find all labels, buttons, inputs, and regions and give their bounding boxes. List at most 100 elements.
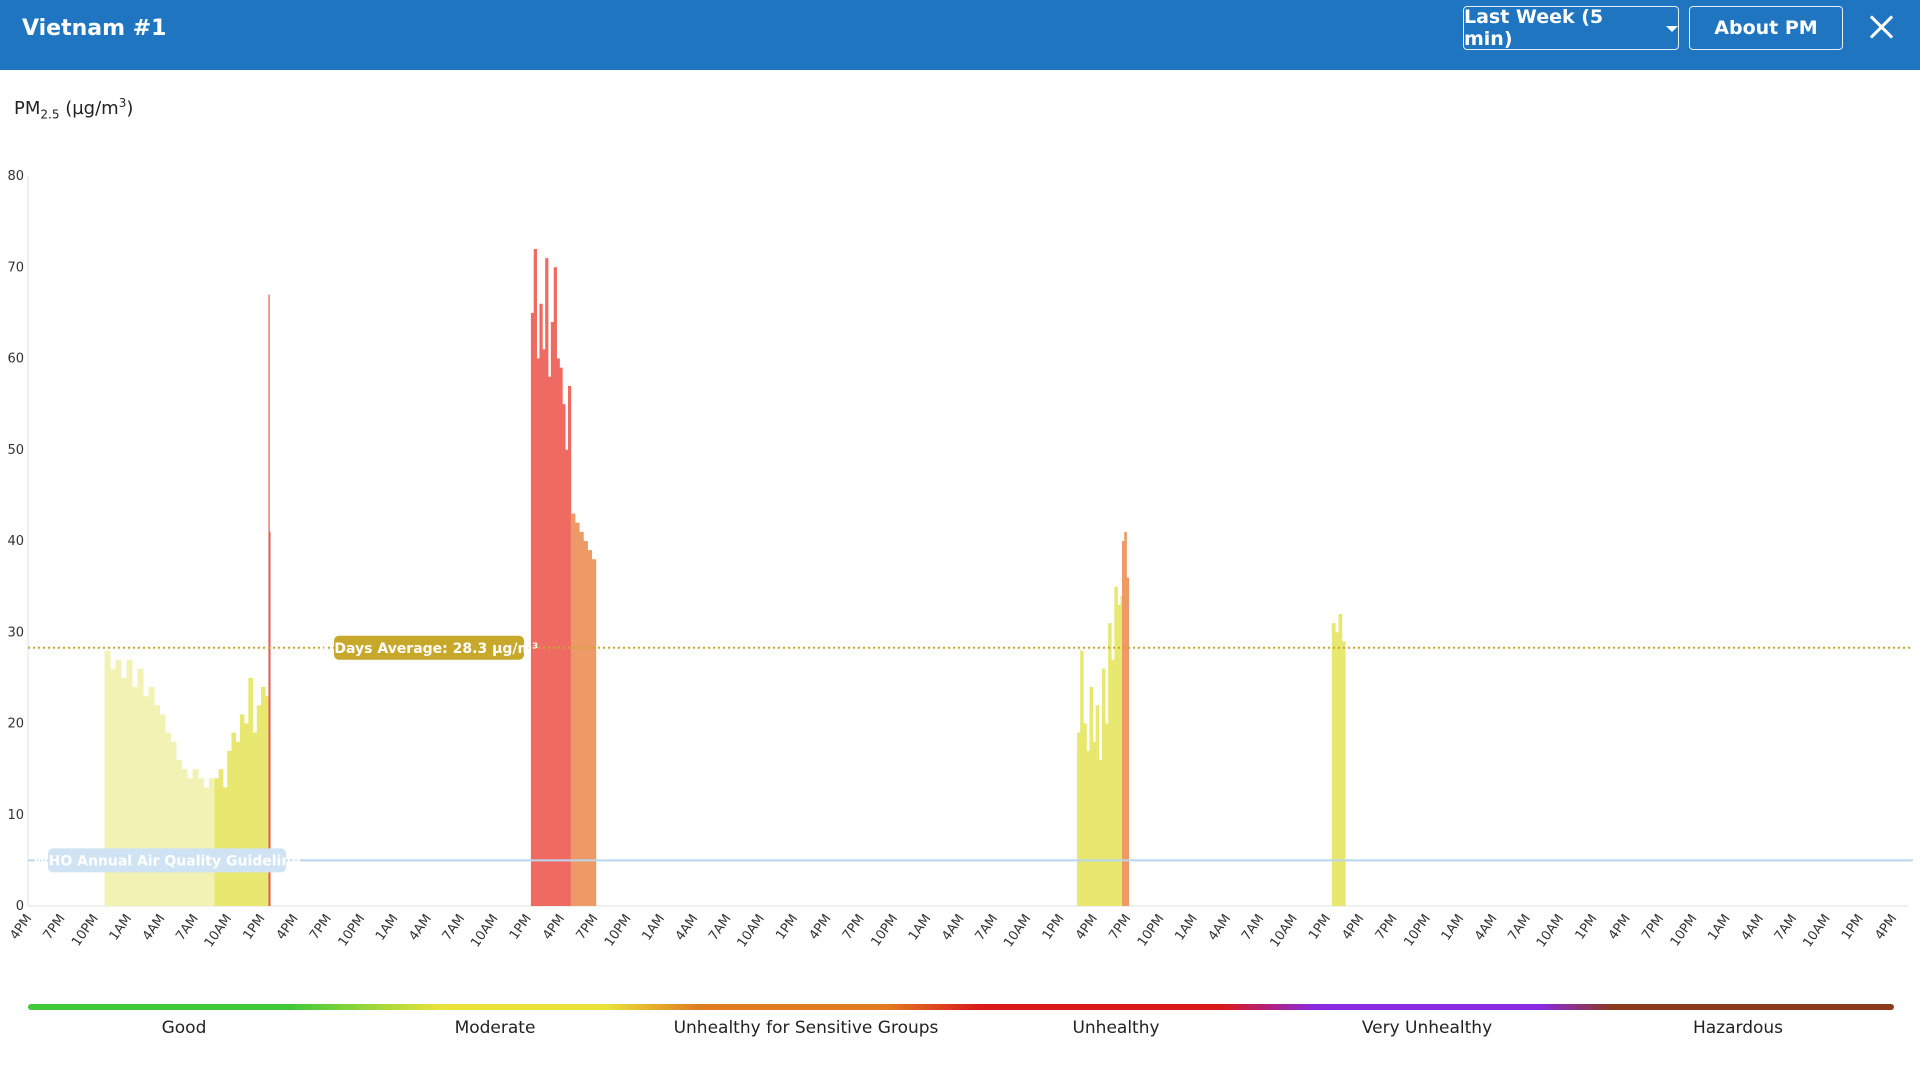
bar-day3-red	[545, 258, 549, 906]
bar-day5-yellow	[1105, 723, 1109, 906]
x-tick-label: 7AM	[1772, 912, 1801, 944]
bar-day1-evening	[209, 778, 215, 906]
bar-day3-red	[553, 267, 557, 906]
x-tick-label: 10AM	[1534, 912, 1567, 951]
y-axis-unit-label: PM2.5 (µg/m3)	[14, 96, 134, 122]
x-tick-label: 7PM	[1639, 912, 1667, 943]
bar-day1-morning	[252, 732, 258, 906]
x-tick-label: 4PM	[274, 912, 302, 943]
y-tick-label: 40	[7, 534, 24, 549]
x-tick-label: 1PM	[1306, 912, 1334, 943]
bar-day3-orange	[583, 541, 588, 906]
x-tick-label: 1AM	[1705, 912, 1734, 944]
time-range-dropdown[interactable]: Last Week (5 min)	[1463, 6, 1679, 50]
time-range-label: Last Week (5 min)	[1464, 6, 1604, 50]
legend-label: Hazardous	[1692, 1018, 1784, 1038]
bar-day3-orange	[591, 559, 597, 906]
about-pm-button[interactable]: About PM	[1689, 6, 1843, 50]
x-tick-label: 1PM	[240, 912, 268, 943]
bar-day3-red	[562, 404, 566, 906]
bar-day1-morning	[260, 687, 266, 906]
bar-day5-orange	[1126, 577, 1130, 906]
x-tick-label: 7AM	[173, 912, 202, 944]
x-tick-label: 7PM	[840, 912, 868, 943]
bar-day1-evening	[159, 714, 166, 906]
close-icon[interactable]	[1868, 14, 1894, 40]
x-tick-label: 4PM	[1339, 912, 1367, 943]
average-label: 7 Days Average: 28.3 µg/m³	[320, 641, 538, 657]
x-tick-label: 1AM	[906, 912, 935, 944]
bar-day1-evening	[143, 696, 149, 906]
bar-day1-morning	[214, 778, 220, 906]
x-tick-label: 4AM	[406, 912, 435, 944]
x-tick-label: 7PM	[573, 912, 601, 943]
bar-day5-orange	[1122, 541, 1125, 906]
x-tick-label: 4AM	[1472, 912, 1501, 944]
who-guideline-label: WHO Annual Air Quality Guideline	[33, 853, 301, 869]
x-tick-label: 7AM	[1505, 912, 1534, 944]
bar-day3-orange	[575, 522, 580, 906]
bar-day1-evening	[203, 787, 210, 906]
bar-day1-evening	[104, 650, 111, 906]
bar-day1-morning	[218, 769, 224, 906]
bar-day6-yellow	[1341, 641, 1346, 906]
bar-day3-orange	[587, 550, 593, 906]
y-tick-label: 20	[7, 717, 24, 732]
bar-day5-yellow	[1095, 705, 1100, 906]
top-bar: Vietnam #1 Last Week (5 min) About PM	[0, 0, 1920, 70]
bar-day3-red	[536, 358, 540, 906]
x-tick-label: 1AM	[639, 912, 668, 944]
pm25-chart: 0 10 20 30 40 50 60 70 80 WHO Annual Air Quality …	[7, 169, 1913, 951]
page-title: Vietnam #1	[22, 16, 167, 41]
bar-day5-yellow	[1098, 760, 1103, 906]
x-tick-label: 1AM	[107, 912, 136, 944]
x-tick-label: 7PM	[1106, 912, 1134, 943]
bar-day1-morning	[227, 750, 232, 906]
bar-day5-orange	[1124, 531, 1127, 906]
x-tick-label: 4AM	[939, 912, 968, 944]
x-tick-label: 1AM	[373, 912, 402, 944]
x-tick-label: 10PM	[1401, 912, 1434, 950]
x-tick-label: 1PM	[507, 912, 535, 943]
bar-day3-red	[548, 376, 552, 906]
x-tick-label: 10PM	[602, 912, 635, 950]
chevron-down-icon	[1666, 26, 1678, 32]
bar-day1-evening	[176, 760, 182, 906]
bar-day1-evening	[181, 769, 188, 906]
x-tick-label: 7AM	[973, 912, 1002, 944]
average-badge	[334, 635, 524, 660]
bar-day5-yellow	[1083, 723, 1087, 906]
bar-day1-morning	[231, 732, 237, 906]
bar-day3-red	[539, 303, 543, 906]
bar-day1-evening	[165, 732, 171, 906]
x-tick-label: 10AM	[468, 912, 501, 951]
x-tick-label: 4AM	[673, 912, 702, 944]
y-tick-label: 70	[7, 260, 24, 275]
bar-day1-evening	[115, 659, 122, 906]
bar-day1-evening	[110, 668, 116, 906]
y-tick-label: 60	[7, 352, 24, 367]
legend-label: Very Unhealthy	[1361, 1018, 1493, 1038]
x-tick-label: 7PM	[1373, 912, 1401, 943]
y-tick-label: 0	[16, 899, 24, 914]
bar-day5-yellow	[1117, 604, 1121, 906]
x-tick-label: 4PM	[540, 912, 568, 943]
bar-day1-spike	[268, 294, 270, 906]
bar-day1-evening	[121, 677, 127, 906]
x-tick-label: 10AM	[1267, 912, 1300, 951]
x-tick-label: 10PM	[336, 912, 369, 950]
bar-day1-evening	[192, 769, 199, 906]
bar-day1-morning	[256, 705, 262, 906]
bar-day1-evening	[132, 687, 138, 906]
bar-day1-evening	[126, 659, 133, 906]
x-tick-label: 4AM	[1738, 912, 1767, 944]
bar-day1-morning	[265, 696, 270, 906]
bar-day1-morning	[239, 714, 245, 906]
about-pm-label: About PM	[1714, 17, 1818, 39]
x-tick-label: 10AM	[735, 912, 768, 951]
bar-day1-morning	[248, 677, 253, 906]
x-tick-label: 10PM	[69, 912, 102, 950]
y-tick-label: 30	[7, 625, 24, 640]
x-tick-label: 10AM	[1001, 912, 1034, 951]
bar-day1-evening	[137, 668, 144, 906]
